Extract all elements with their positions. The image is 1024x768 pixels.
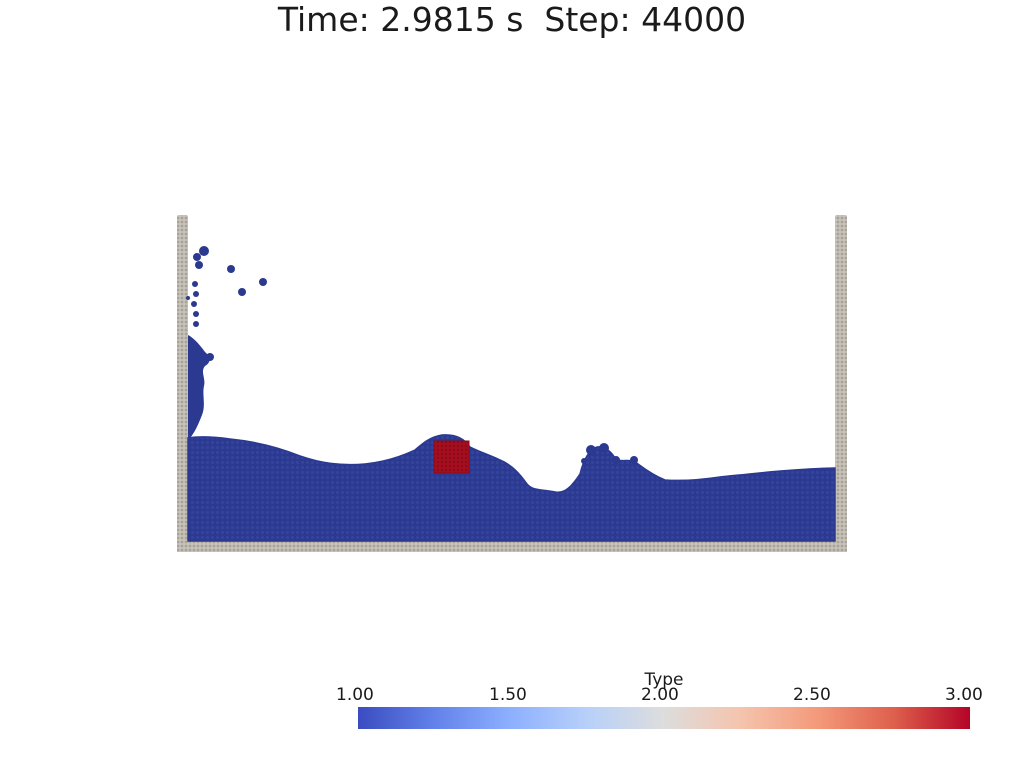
colorbar-ticks: 1.00 1.50 2.00 2.50 3.00 — [336, 684, 983, 706]
splash-droplets — [186, 246, 267, 438]
droplet — [199, 246, 209, 256]
right-wall — [835, 215, 847, 552]
colorbar-tick: 2.00 — [641, 685, 679, 705]
droplet — [206, 353, 214, 361]
droplet — [612, 456, 620, 464]
colorbar-tick: 1.00 — [336, 685, 374, 705]
droplet — [259, 278, 267, 286]
droplet — [227, 265, 235, 273]
tank-walls — [177, 215, 847, 552]
colorbar-tick: 2.50 — [793, 685, 831, 705]
droplet — [192, 281, 198, 287]
crest-spray — [581, 443, 638, 464]
colorbar-gradient — [358, 707, 970, 729]
colorbar-tick: 3.00 — [945, 685, 983, 705]
colorbar-tick: 1.50 — [489, 685, 527, 705]
droplet — [195, 261, 203, 269]
droplet — [193, 311, 199, 317]
fluid-particles — [187, 434, 836, 542]
droplet — [191, 301, 197, 307]
floating-body — [433, 440, 470, 474]
droplet — [186, 296, 190, 300]
colorbar-title: Type — [644, 670, 684, 690]
droplet — [586, 445, 596, 455]
left-wall — [177, 215, 188, 552]
droplet — [238, 288, 246, 296]
droplet — [630, 456, 638, 464]
time-step-title: Time: 2.9815 s Step: 44000 — [277, 0, 747, 39]
droplet — [581, 458, 587, 464]
tank-floor — [177, 541, 847, 552]
wall-runup — [188, 335, 210, 438]
droplet — [599, 443, 609, 453]
droplet — [193, 321, 199, 327]
droplet — [193, 253, 201, 261]
droplet — [193, 291, 199, 297]
scalar-colorbar: Type 1.00 1.50 2.00 2.50 3.00 — [336, 670, 983, 730]
